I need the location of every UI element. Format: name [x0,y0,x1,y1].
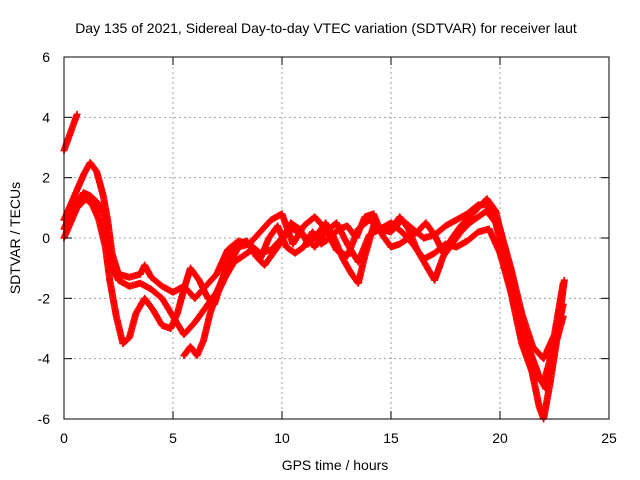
y-tick-label: -2 [38,290,51,306]
y-tick-label: -6 [38,411,51,427]
x-tick-label: 15 [383,430,399,446]
y-tick-label: -4 [38,351,51,367]
data-point-marker [560,276,568,284]
y-axis-label: SDTVAR / TECUs [7,182,23,294]
y-tick-label: 6 [42,49,50,65]
series-track-e [180,195,568,393]
x-tick-label: 0 [60,430,68,446]
y-tick-label: 4 [42,109,50,125]
x-tick-label: 20 [492,430,508,446]
grid-lines [64,57,609,419]
chart-title: Day 135 of 2021, Sidereal Day-to-day VTE… [75,20,577,36]
x-tick-label: 5 [169,430,177,446]
x-axis-label: GPS time / hours [282,457,389,473]
y-tick-label: 2 [42,170,50,186]
series-track-c [60,159,567,363]
data-point-marker [73,110,81,118]
data-series [60,110,568,423]
x-tick-label: 10 [274,430,290,446]
x-tick-label: 25 [601,430,617,446]
y-tick-label: 0 [42,230,50,246]
